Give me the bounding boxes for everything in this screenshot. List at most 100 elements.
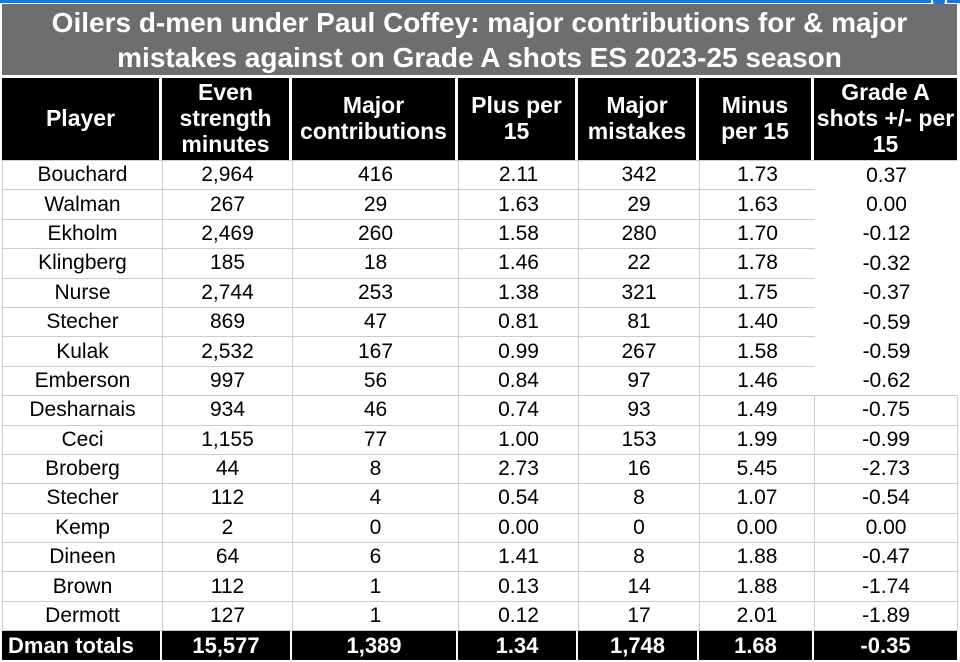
stat-cell: -0.62 [815, 366, 958, 397]
stat-cell: 81 [579, 307, 700, 338]
selection-border-top [0, 0, 960, 3]
table-body: Bouchard 2,964 416 2.11 342 1.73 0.37 Walman 267… [2, 160, 958, 632]
stat-cell: 1.75 [700, 278, 815, 308]
stat-cell: 2,532 [163, 337, 293, 367]
stat-cell: 2.11 [459, 161, 579, 191]
stat-cell: 17 [579, 601, 700, 632]
column-header-minus-per-15: Minus per 15 [699, 78, 814, 160]
totals-major-mistakes: 1,748 [578, 631, 699, 661]
stat-cell: 260 [293, 219, 459, 250]
stat-cell: 1.63 [700, 190, 815, 220]
stat-cell: 1.63 [459, 190, 579, 220]
stat-cell: -1.74 [815, 572, 958, 602]
stat-cell: 29 [579, 190, 700, 220]
table-row: Ekholm 2,469 260 1.58 280 1.70 -0.12 [3, 219, 958, 250]
table-row: Kemp 2 0 0.00 0 0.00 0.00 [3, 513, 958, 544]
table-row: Ceci 1,155 77 1.00 153 1.99 -0.99 [3, 425, 958, 455]
stat-cell: 0.00 [700, 513, 815, 544]
table-row: Walman 267 29 1.63 29 1.63 0.00 [3, 190, 958, 220]
stat-cell: -0.54 [815, 484, 958, 514]
stat-cell: 0.37 [815, 161, 958, 191]
table-row: Nurse 2,744 253 1.38 321 1.75 -0.37 [3, 278, 958, 308]
stat-cell: 2.73 [459, 454, 579, 485]
stat-cell: 5.45 [700, 454, 815, 485]
stat-cell: 416 [293, 161, 459, 191]
stat-cell: -1.89 [815, 601, 958, 632]
stat-cell: 1 [293, 572, 459, 602]
stat-cell: 64 [163, 543, 293, 573]
totals-major-contributions: 1,389 [292, 631, 458, 661]
stat-cell: 280 [579, 219, 700, 250]
stat-cell: -0.99 [815, 425, 958, 455]
stat-cell: 342 [579, 161, 700, 191]
stat-cell: 253 [293, 278, 459, 308]
column-header-plus-per-15: Plus per 15 [458, 78, 578, 160]
table-row: Dineen 64 6 1.41 8 1.88 -0.47 [3, 543, 958, 573]
stat-cell: 44 [163, 454, 293, 485]
stat-cell: 934 [163, 396, 293, 426]
stat-cell: -0.32 [815, 249, 958, 279]
totals-minus-per-15: 1.68 [699, 631, 814, 661]
stat-cell: 2,964 [163, 161, 293, 191]
stat-cell: 8 [579, 484, 700, 514]
stat-cell: 1.78 [700, 249, 815, 279]
stat-cell: 22 [579, 249, 700, 279]
stats-table: Oilers d-men under Paul Coffey: major co… [2, 4, 958, 661]
stat-cell: 153 [579, 425, 700, 455]
stat-cell: -0.47 [815, 543, 958, 573]
stat-cell: 2.01 [700, 601, 815, 632]
stat-cell: 267 [579, 337, 700, 367]
table-row: Broberg 44 8 2.73 16 5.45 -2.73 [3, 454, 958, 485]
player-name-cell: Stecher [3, 307, 163, 338]
stat-cell: 14 [579, 572, 700, 602]
stat-cell: 1.46 [459, 249, 579, 279]
stat-cell: 1.00 [459, 425, 579, 455]
stat-cell: 0.99 [459, 337, 579, 367]
stat-cell: 869 [163, 307, 293, 338]
stat-cell: -0.75 [815, 396, 958, 426]
player-name-cell: Bouchard [3, 161, 163, 191]
stat-cell: 0.54 [459, 484, 579, 514]
table-row: Desharnais 934 46 0.74 93 1.49 -0.75 [3, 396, 958, 426]
stat-cell: 0.12 [459, 601, 579, 632]
stat-cell: 167 [293, 337, 459, 367]
player-name-cell: Klingberg [3, 249, 163, 279]
stat-cell: 4 [293, 484, 459, 514]
stat-cell: 2,469 [163, 219, 293, 250]
table-header-row: Player Even strength minutes Major contr… [2, 78, 957, 160]
column-header-grade-a-shots: Grade A shots +/- per 15 [814, 78, 957, 160]
player-name-cell: Dermott [3, 601, 163, 632]
stat-cell: 1.88 [700, 572, 815, 602]
stat-cell: 0 [579, 513, 700, 544]
stat-cell: 2 [163, 513, 293, 544]
player-name-cell: Kemp [3, 513, 163, 544]
stat-cell: 997 [163, 366, 293, 397]
stat-cell: 1.41 [459, 543, 579, 573]
stat-cell: 112 [163, 484, 293, 514]
totals-grade-a-shots: -0.35 [860, 632, 911, 658]
stat-cell: 93 [579, 396, 700, 426]
table-row: Stecher 112 4 0.54 8 1.07 -0.54 [3, 484, 958, 514]
stat-cell: -0.12 [815, 219, 958, 250]
stat-cell: 1.99 [700, 425, 815, 455]
stat-cell: 321 [579, 278, 700, 308]
table-row: Kulak 2,532 167 0.99 267 1.58 -0.59 [3, 337, 958, 367]
totals-even-strength-minutes: 15,577 [162, 631, 292, 661]
player-name-cell: Stecher [3, 484, 163, 514]
stat-cell: 2,744 [163, 278, 293, 308]
stat-cell: 1.46 [700, 366, 815, 397]
stat-cell: 47 [293, 307, 459, 338]
table-title: Oilers d-men under Paul Coffey: major co… [2, 4, 957, 75]
stat-cell: 185 [163, 249, 293, 279]
player-name-cell: Nurse [3, 278, 163, 308]
stat-cell: 1 [293, 601, 459, 632]
stat-cell: 1.70 [700, 219, 815, 250]
column-header-player: Player [2, 78, 162, 160]
column-header-even-strength-minutes: Even strength minutes [162, 78, 292, 160]
stat-cell: -0.59 [815, 337, 958, 367]
stat-cell: 0.00 [459, 513, 579, 544]
stat-cell: 1.73 [700, 161, 815, 191]
stat-cell: 1.38 [459, 278, 579, 308]
stat-cell: 1.88 [700, 543, 815, 573]
